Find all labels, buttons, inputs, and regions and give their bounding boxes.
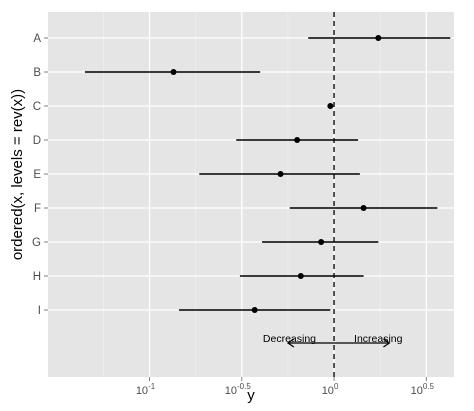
y-tick-label-g: G [32, 237, 41, 249]
x-tick-label: 10-1 [136, 382, 156, 397]
y-axis-label: ordered(x, levels = rev(x)) [9, 89, 26, 260]
y-tick-label-d: D [33, 135, 41, 147]
estimate-point-c [327, 103, 334, 109]
estimate-point-i [251, 307, 258, 313]
x-tick-label: 100 [322, 382, 339, 397]
direction-annotation: Decreasing Increasing [263, 333, 403, 348]
estimate-point-b [170, 69, 177, 75]
x-tick-label: 10-0.5 [225, 382, 252, 397]
y-tick-label-h: H [33, 271, 41, 283]
estimate-point-g [318, 239, 325, 245]
y-tick-label-i: I [38, 305, 41, 317]
estimate-point-d [294, 137, 301, 143]
increasing-label: Increasing [354, 333, 403, 345]
y-tick-label-f: F [34, 203, 41, 215]
x-axis-ticks: 10-1 10-0.5 100 100.5 [136, 377, 435, 397]
x-axis-label: y [247, 387, 255, 404]
estimate-point-a [375, 35, 382, 41]
y-tick-label-e: E [33, 169, 41, 181]
x-tick-label: 100.5 [411, 382, 435, 397]
y-tick-label-a: A [33, 33, 41, 45]
estimate-series [84, 35, 451, 313]
y-tick-label-c: C [33, 101, 41, 113]
decreasing-label: Decreasing [263, 333, 316, 345]
estimate-point-f [360, 205, 367, 211]
plot-panel [48, 12, 454, 377]
y-axis-ticks: A B C D E F G H I [32, 33, 48, 317]
estimate-point-h [297, 273, 304, 279]
arrow-head-left [286, 338, 295, 348]
y-tick-label-b: B [33, 67, 41, 79]
arrow-head-right [383, 338, 391, 348]
estimate-point-e [277, 171, 284, 177]
